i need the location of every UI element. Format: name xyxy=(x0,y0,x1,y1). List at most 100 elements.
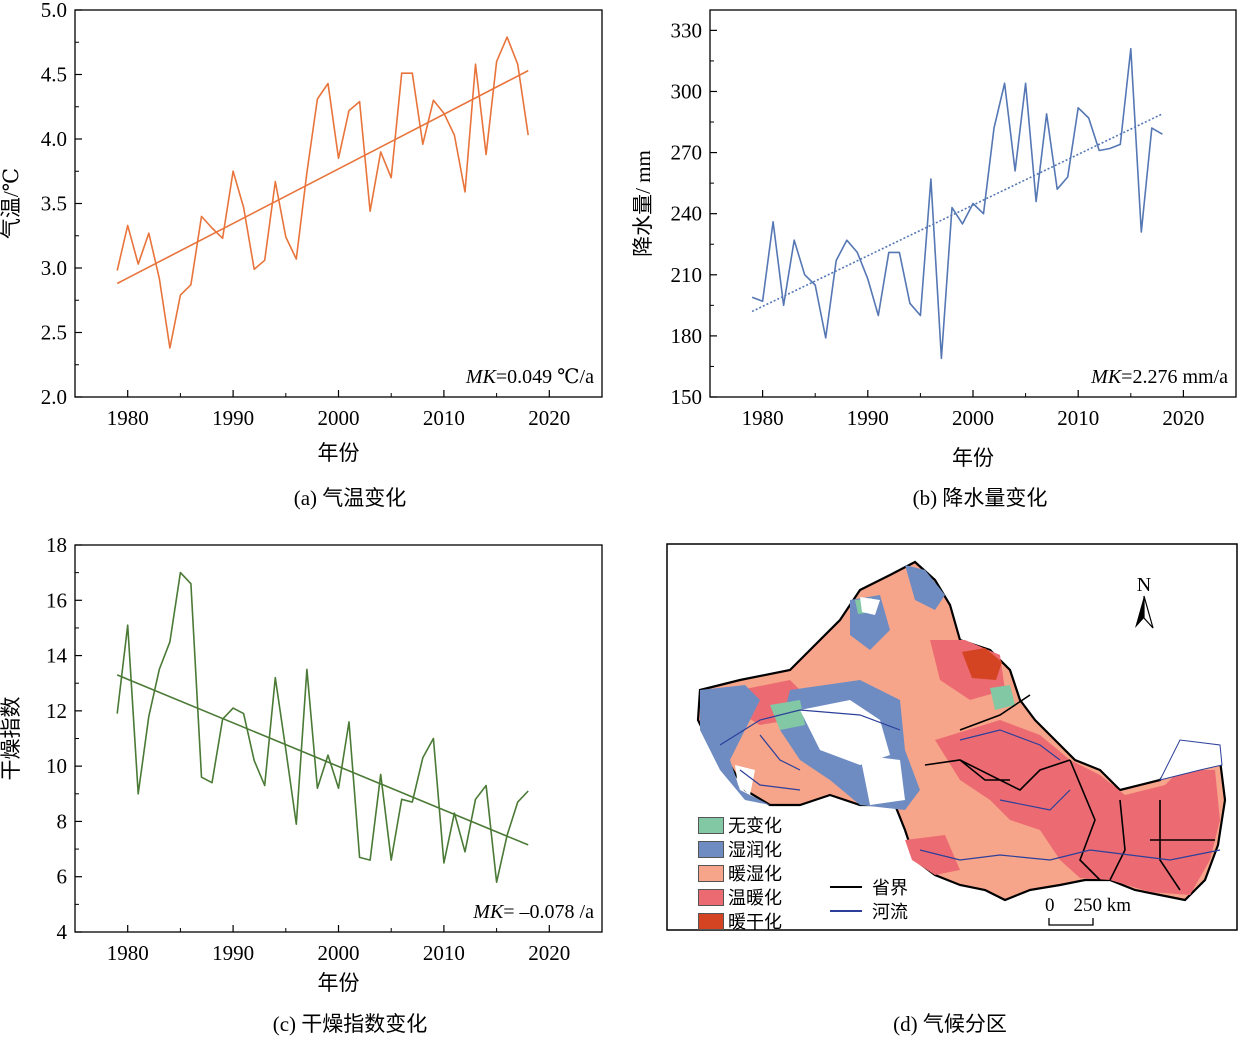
y-axis-label: 降水量/ mm xyxy=(631,150,655,257)
scale-bar xyxy=(1048,918,1094,926)
y-tick-label: 14 xyxy=(46,644,68,668)
x-tick-label: 2000 xyxy=(318,941,360,965)
x-axis-label: 年份 xyxy=(318,971,360,995)
y-tick-label: 2.0 xyxy=(41,385,67,409)
caption-d: (d) 气候分区 xyxy=(893,1012,1007,1036)
y-tick-label: 16 xyxy=(46,588,67,612)
plot-frame xyxy=(74,544,603,933)
x-tick-label: 2000 xyxy=(318,406,360,430)
mk-annotation-value: = –0.078 /a xyxy=(503,901,594,923)
trend-line xyxy=(751,113,1163,313)
legend-label: 暖干化 xyxy=(728,912,782,933)
y-tick-label: 4.5 xyxy=(41,63,67,87)
x-axis-label: 年份 xyxy=(318,441,360,465)
y-tick-label: 2.5 xyxy=(41,321,67,345)
legend-swatch xyxy=(698,864,724,882)
y-tick-label: 270 xyxy=(671,141,703,165)
x-tick-label: 2020 xyxy=(528,406,570,430)
mk-annotation-symbol: MK xyxy=(465,366,498,388)
map-zone-no-change xyxy=(990,685,1015,710)
y-tick-label: 10 xyxy=(46,754,67,778)
map-zone-warming xyxy=(935,720,1220,895)
legend-label: 无变化 xyxy=(728,816,782,837)
trend-line xyxy=(116,69,529,285)
legend-label: 湿润化 xyxy=(728,840,782,861)
legend-item: 暖干化 xyxy=(698,908,782,934)
y-tick-label: 240 xyxy=(671,202,703,226)
x-tick-label: 2010 xyxy=(1057,406,1099,430)
north-label: N xyxy=(1137,574,1151,596)
legend-item: 无变化 xyxy=(698,812,782,838)
y-axis-label: 气温/℃ xyxy=(0,168,23,239)
mk-annotation-symbol: MK xyxy=(472,901,505,923)
line-legend-item: 河流 xyxy=(830,898,908,924)
map-d-climate-zones: N 0 250 km xyxy=(666,543,1238,931)
x-tick-label: 1980 xyxy=(107,406,149,430)
mk-annotation-value: =0.049 ℃/a xyxy=(496,366,594,388)
x-tick-label: 1980 xyxy=(107,941,149,965)
map-zone-blank xyxy=(1159,739,1223,781)
x-tick-label: 1990 xyxy=(212,406,254,430)
map-zone-no-change xyxy=(770,700,805,730)
legend-swatch xyxy=(698,816,724,834)
y-tick-label: 18 xyxy=(46,533,67,557)
series-line xyxy=(116,36,529,349)
x-tick-label: 2020 xyxy=(528,941,570,965)
trend-line xyxy=(116,674,529,846)
y-tick-label: 4 xyxy=(57,920,68,944)
y-tick-label: 8 xyxy=(57,809,68,833)
legend-item: 暖湿化 xyxy=(698,860,782,886)
legend-swatch xyxy=(698,840,724,858)
map-zone-blank xyxy=(860,597,880,615)
legend-item: 湿润化 xyxy=(698,836,782,862)
map-zone-humid xyxy=(905,565,945,610)
series-line xyxy=(116,571,529,884)
chart-b-precipitation: 1980 1990 2000 2010 2020 150 180 210 240 270 300 33… xyxy=(631,9,1237,470)
chart-c-aridity: 1980 1990 2000 2010 2020 4 6 8 10 12 14 16 18 MK= –0.… xyxy=(0,533,603,995)
x-axis-label: 年份 xyxy=(952,446,994,470)
map-zone-humid xyxy=(700,685,770,805)
y-tick-label: 6 xyxy=(57,865,68,889)
north-arrow-icon xyxy=(1143,595,1154,629)
x-tick-label: 1990 xyxy=(212,941,254,965)
y-tick-label: 300 xyxy=(671,79,703,103)
map-river xyxy=(719,709,1221,861)
map-zone-blank xyxy=(860,755,905,805)
y-tick-label: 3.5 xyxy=(41,192,67,216)
map-zone-blank xyxy=(735,765,755,795)
legend-swatch xyxy=(698,912,724,930)
legend-swatch xyxy=(698,888,724,906)
caption-a: (a) 气温变化 xyxy=(293,486,407,510)
north-arrow-icon xyxy=(1135,596,1144,628)
legend-item: 温暖化 xyxy=(698,884,782,910)
x-tick-label: 1980 xyxy=(742,406,784,430)
line-legend-swatch xyxy=(830,910,862,912)
caption-b: (b) 降水量变化 xyxy=(912,486,1048,510)
line-legend-label: 省界 xyxy=(872,878,908,899)
y-axis-label: 干燥指数 xyxy=(0,697,23,781)
y-tick-label: 5.0 xyxy=(41,0,67,22)
mk-annotation: MK=2.276 mm/a xyxy=(1090,366,1228,388)
mk-annotation-symbol: MK xyxy=(1090,366,1123,388)
caption-c: (c) 干燥指数变化 xyxy=(272,1012,428,1036)
legend-label: 暖湿化 xyxy=(728,864,782,885)
y-tick-label: 12 xyxy=(46,699,67,723)
y-tick-label: 150 xyxy=(671,385,703,409)
map-zone-blank xyxy=(800,700,890,765)
series-line xyxy=(751,47,1163,360)
map-province-boundary xyxy=(924,694,1215,891)
chart-a-temperature: 1980 1990 2000 2010 2020 2.0 2.5 3.0 3.5 4.0 4.5 5.… xyxy=(0,0,603,465)
y-tick-label: 4.0 xyxy=(41,127,67,151)
scale-label: 0 250 km xyxy=(1045,895,1131,916)
mk-annotation: MK=0.049 ℃/a xyxy=(465,366,594,388)
line-legend-item: 省界 xyxy=(830,874,908,900)
x-tick-label: 2000 xyxy=(952,406,994,430)
y-tick-label: 330 xyxy=(671,18,703,42)
map-zone-warm-dry xyxy=(962,648,1002,680)
plot-frame xyxy=(74,9,603,398)
map-zone-warming xyxy=(905,835,960,875)
line-legend-label: 河流 xyxy=(872,902,908,923)
x-tick-label: 1990 xyxy=(847,406,889,430)
mk-annotation: MK= –0.078 /a xyxy=(472,901,594,923)
